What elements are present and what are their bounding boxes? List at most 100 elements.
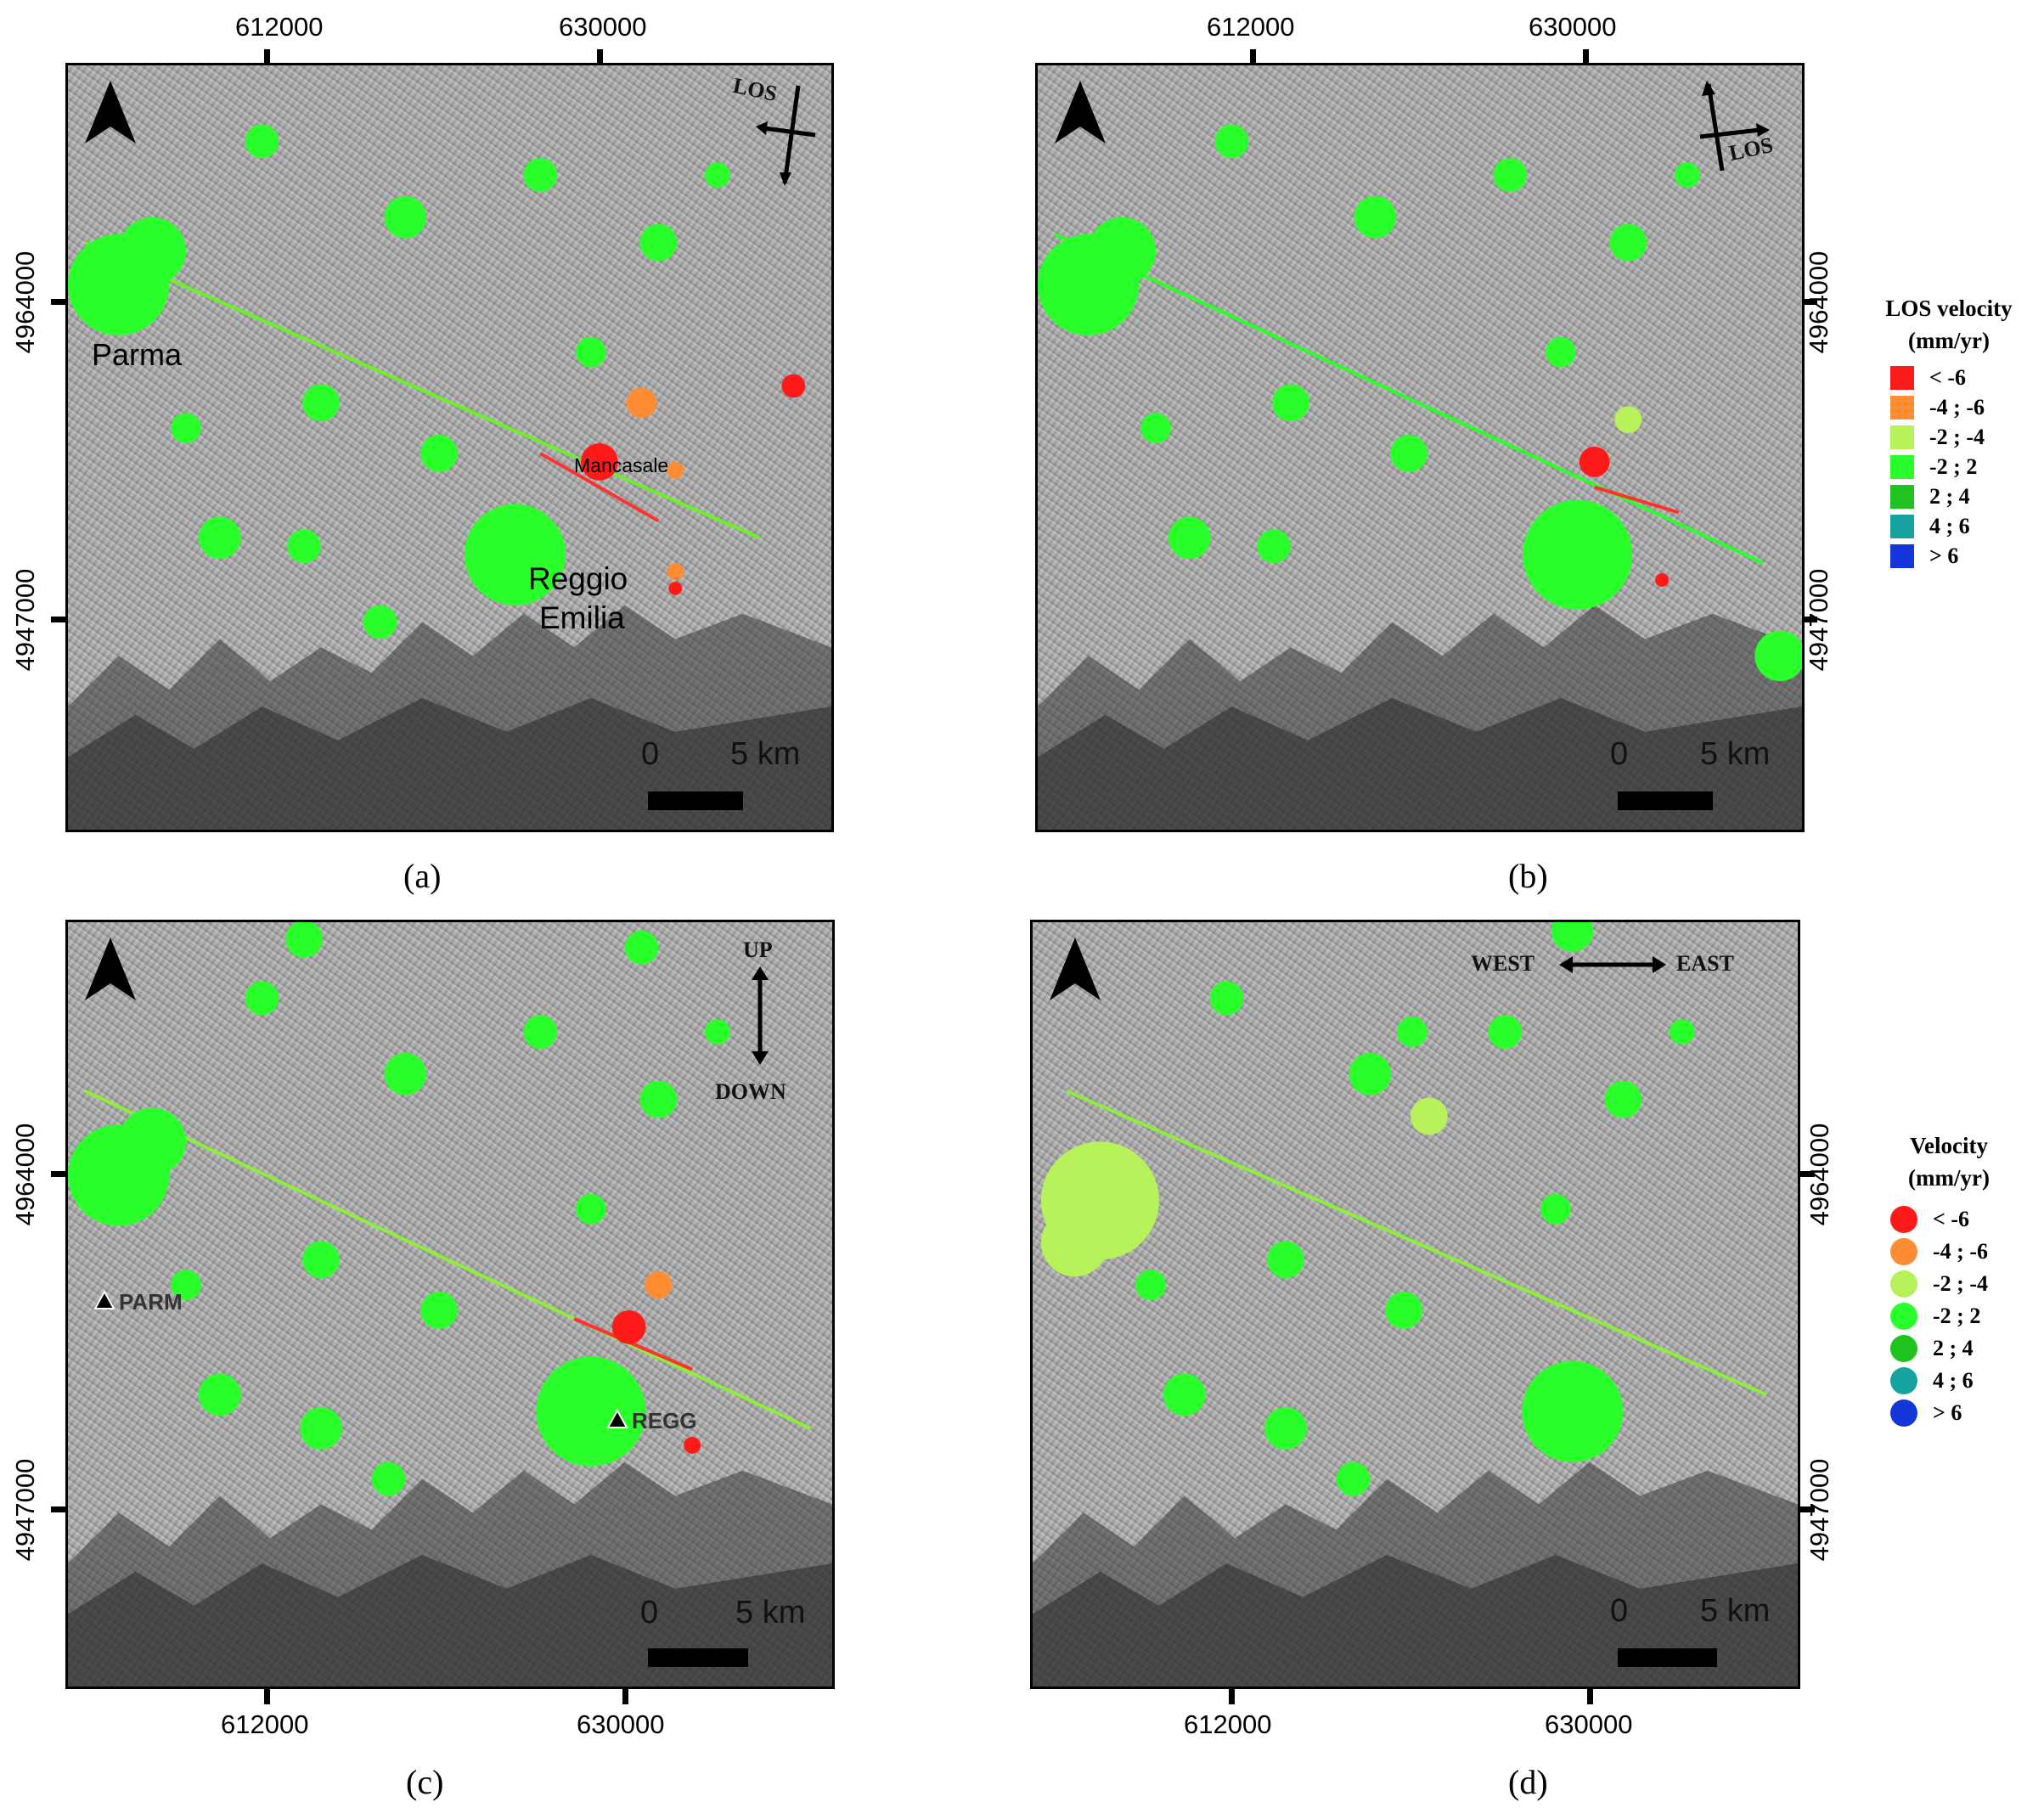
panel-b-x-tick-630000: 630000 [1529,12,1617,42]
panel-a-y-tick-4964000: 4964000 [10,251,40,354]
direction-west-label: WEST [1471,951,1535,976]
legend-item: -4 ; -6 [1890,395,1985,420]
legend-swatch [1890,366,1914,390]
scale-end-label: 5 km [735,1595,806,1630]
legend-swatch [1890,455,1914,479]
legend-swatch [1890,485,1914,509]
direction-up-label: UP [743,938,773,962]
legend-los-title-line1: LOS velocity [1885,296,2013,321]
north-arrow-icon [85,81,136,144]
north-arrow-icon [1050,938,1101,1000]
legend-swatch [1890,1399,1917,1427]
map-panel-a: LOS Parma Mancasale Reggio Emilia 0 5 km [65,63,834,832]
panel-d-y-tick-mark [1799,1171,1815,1177]
legend-label: -2 ; -4 [1933,1271,1988,1296]
panel-a-y-tick-mark [51,617,66,622]
legend-label: -2 ; 2 [1933,1304,1981,1328]
legend-item: < -6 [1890,1206,1969,1233]
panel-c-x-tick-630000: 630000 [577,1709,665,1739]
legend-swatch [1890,1335,1917,1362]
map-panel-d: WEST EAST 0 5 km [1030,920,1800,1689]
gnss-station-triangle-icon [606,1409,628,1428]
panel-a-caption: (a) [403,857,442,895]
panel-c-x-tick-mark [622,1689,628,1704]
legend-label: < -6 [1929,365,1966,390]
scale-end-label: 5 km [1700,736,1771,772]
legend-label: -2 ; -4 [1929,425,1985,449]
legend-item: -2 ; 2 [1890,1303,1980,1330]
scale-bar [648,1648,748,1667]
deformation-overlay-d [1033,922,1798,1687]
place-label-parma: Parma [92,337,183,372]
legend-velocity-title: Velocity (mm/yr) [1855,1129,2042,1194]
scale-zero-label: 0 [1610,736,1629,772]
panel-b-x-tick-612000: 612000 [1207,12,1295,42]
panel-d-caption: (d) [1508,1763,1548,1801]
legend-swatch [1890,425,1914,449]
direction-east-label: EAST [1676,951,1734,976]
place-label-emilia: Emilia [539,600,625,635]
panel-a-x-tick-630000: 630000 [559,12,647,42]
legend-label: < -6 [1933,1207,1969,1231]
legend-swatch [1890,544,1914,568]
legend-item: -4 ; -6 [1890,1238,1988,1265]
panel-a-x-tick-mark [597,49,603,65]
legend-los-title: LOS velocity (mm/yr) [1855,292,2042,357]
scale-end-label: 5 km [1700,1593,1771,1629]
panel-a-x-tick-mark [264,49,270,65]
legend-item: > 6 [1890,1399,1962,1427]
scale-bar [1618,791,1713,810]
legend-label: -2 ; 2 [1929,454,1978,479]
legend-swatch [1890,1270,1917,1298]
panel-b-caption: (b) [1508,857,1548,895]
legend-item: 2 ; 4 [1890,1335,1974,1362]
map-panel-c: UP DOWN PARM REGG 0 5 km [65,920,835,1689]
panel-d-x-tick-mark [1229,1689,1235,1704]
legend-item: 4 ; 6 [1890,514,1970,539]
west-east-arrow-icon [1559,956,1666,973]
scale-zero-label: 0 [641,736,660,772]
deformation-overlay-a [68,124,831,830]
deformation-overlay-c [68,922,832,1687]
station-label-regg: REGG [632,1408,697,1433]
legend-item: -2 ; 2 [1890,454,1977,480]
legend-label: 2 ; 4 [1929,484,1970,509]
panel-c-x-tick-mark [264,1689,270,1704]
legend-swatch [1890,1303,1917,1330]
panel-d-x-tick-mark [1587,1689,1593,1704]
legend-item: > 6 [1890,543,1958,569]
place-label-mancasale: Mancasale [574,454,669,476]
map-panel-b: LOS 0 5 km [1035,63,1805,832]
legend-label: 2 ; 4 [1933,1336,1974,1360]
legend-velocity-title-line1: Velocity [1910,1133,1988,1158]
scale-bar [648,791,743,810]
legend-label: 4 ; 6 [1929,514,1970,538]
legend-label: > 6 [1929,543,1959,568]
scale-bar [1618,1648,1717,1667]
legend-item: 2 ; 4 [1890,484,1970,510]
north-arrow-icon [85,938,136,1000]
panel-c-y-tick-4964000: 4964000 [10,1123,40,1226]
panel-c-x-tick-612000: 612000 [221,1709,309,1739]
los-direction-arrow-icon [756,85,816,186]
scale-zero-label: 0 [1610,1593,1629,1629]
legend-swatch [1890,396,1914,420]
panel-d-x-tick-630000: 630000 [1545,1709,1633,1739]
legend-label: -4 ; -6 [1929,395,1985,420]
legend-los-title-line2: (mm/yr) [1908,328,1990,353]
panel-d-y-tick-mark [1799,1506,1815,1512]
deformation-overlay-b [1038,124,1802,830]
panel-a-y-tick-4947000: 4947000 [10,568,40,672]
panel-c-caption: (c) [406,1763,444,1801]
scale-zero-label: 0 [640,1595,659,1630]
legend-swatch [1890,1367,1917,1394]
los-direction-arrow-icon [1699,81,1770,172]
legend-item: < -6 [1890,365,1966,391]
scale-end-label: 5 km [730,736,801,772]
legend-swatch [1890,1206,1917,1233]
panel-b-y-tick-mark [1802,299,1817,305]
panel-c-y-tick-4947000: 4947000 [10,1458,40,1562]
panel-b-x-tick-mark [1583,49,1589,65]
north-arrow-icon [1055,81,1106,144]
up-down-arrow-icon [752,966,769,1065]
